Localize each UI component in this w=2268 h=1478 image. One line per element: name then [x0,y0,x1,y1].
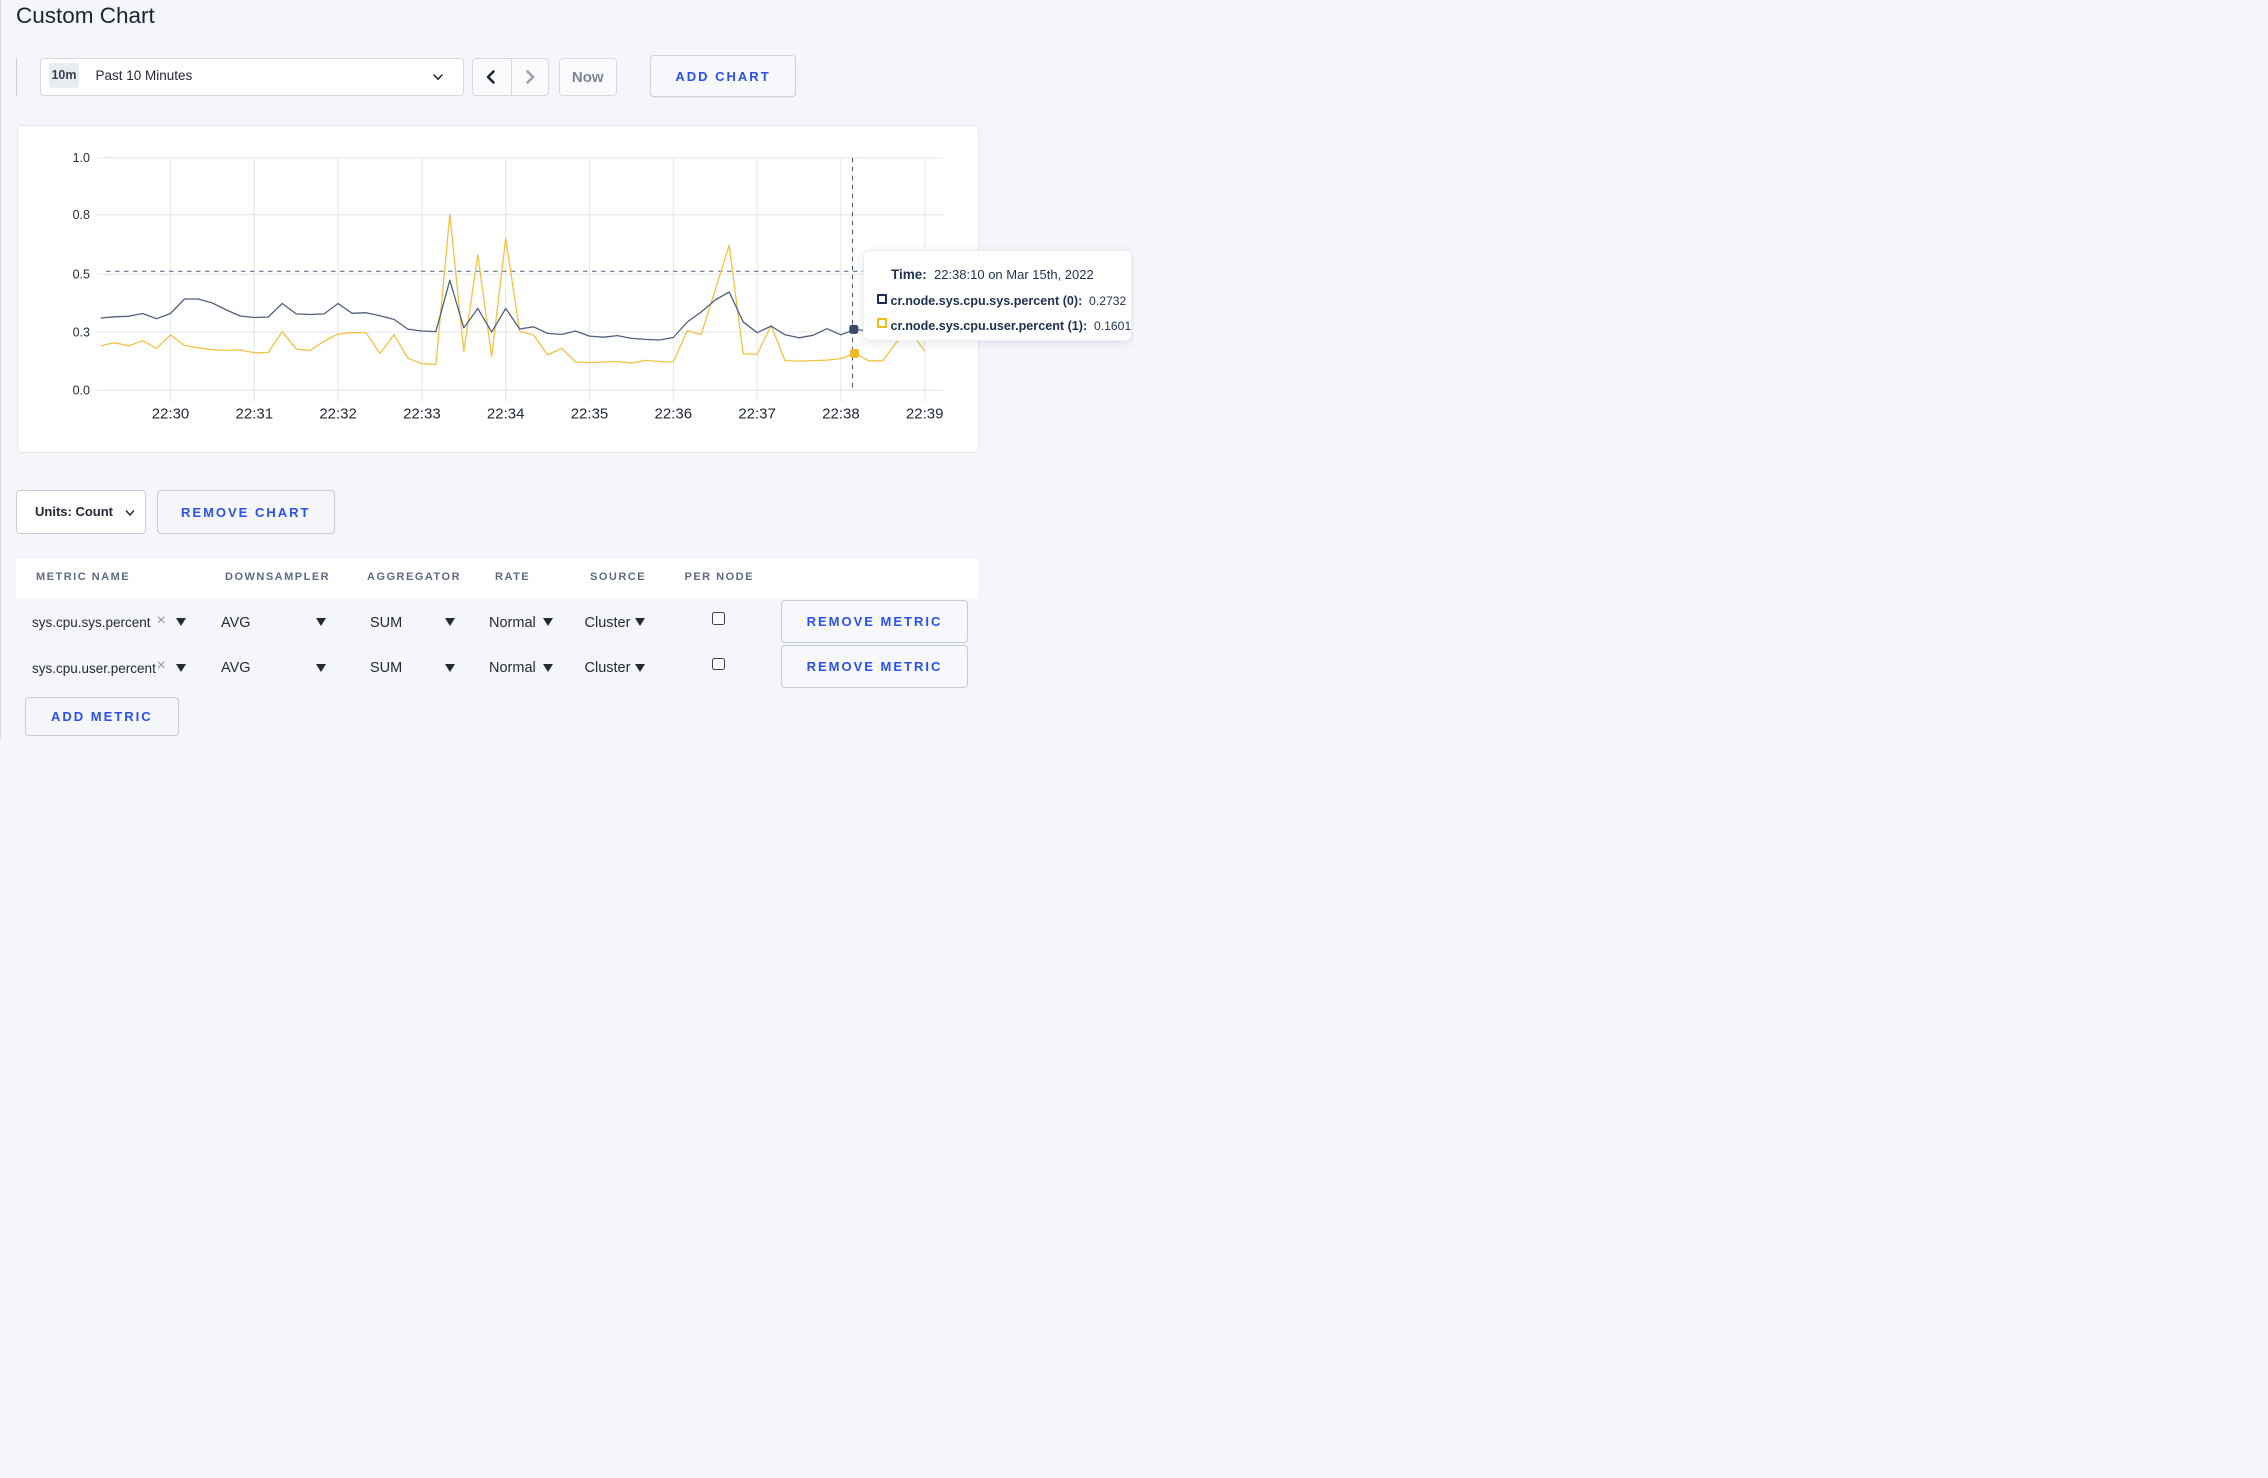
svg-text:22:32: 22:32 [319,405,357,422]
svg-text:0.5: 0.5 [73,268,90,282]
svg-text:22:36: 22:36 [655,405,693,422]
svg-text:0.0: 0.0 [73,384,90,398]
svg-text:22:39: 22:39 [906,405,944,422]
svg-text:22:31: 22:31 [236,405,274,422]
svg-text:22:33: 22:33 [403,405,441,422]
svg-text:22:30: 22:30 [152,405,190,422]
svg-text:1.0: 1.0 [73,151,90,165]
svg-text:22:34: 22:34 [487,405,525,422]
svg-text:22:37: 22:37 [738,405,776,422]
svg-text:22:35: 22:35 [571,405,609,422]
svg-text:0.3: 0.3 [73,325,90,339]
svg-text:22:38: 22:38 [822,405,860,422]
svg-text:0.8: 0.8 [73,208,90,222]
